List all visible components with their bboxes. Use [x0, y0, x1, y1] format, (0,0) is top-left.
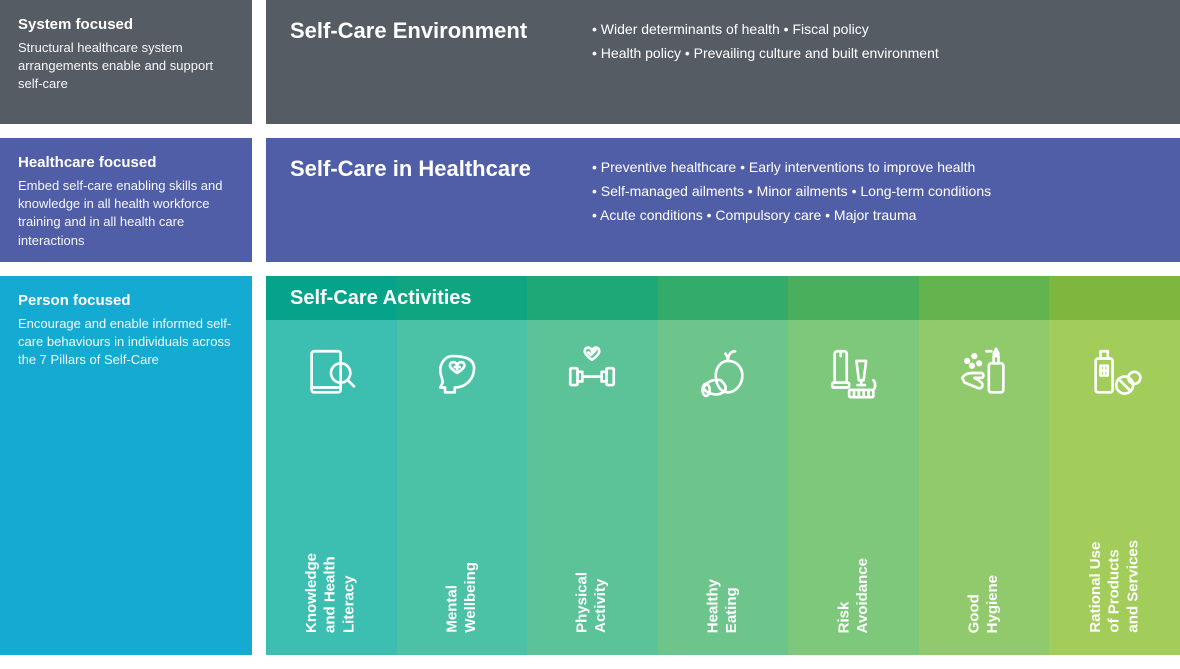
main-bullets: • Preventive healthcare • Early interven… — [592, 156, 991, 227]
main-bullets: • Wider determinants of health • Fiscal … — [592, 18, 939, 66]
pillar-risk: Risk Avoidance — [788, 320, 919, 655]
pillar-products: Rational Use of Products and Services — [1049, 320, 1180, 655]
pillar-eating: Healthy Eating — [658, 320, 789, 655]
products-icon — [1086, 344, 1144, 402]
sidebar-text: Structural healthcare system arrangement… — [18, 39, 234, 94]
pillar-label: Healthy Eating — [704, 413, 742, 633]
main-title: Self-Care Environment — [290, 18, 560, 44]
sidebar-text: Embed self-care enabling skills and know… — [18, 177, 234, 250]
pillar-knowledge: Knowledge and Health Literacy — [266, 320, 397, 655]
sidebar-text: Encourage and enable informed self-care … — [18, 315, 234, 370]
row-person: Person focused Encourage and enable info… — [0, 276, 1180, 655]
pillars-header-cell — [788, 276, 919, 320]
hygiene-icon — [955, 344, 1013, 402]
pillar-mental: Mental Wellbeing — [397, 320, 528, 655]
pillars-title: Self-Care Activities — [266, 276, 472, 320]
sidebar-healthcare: Healthcare focused Embed self-care enabl… — [0, 138, 252, 262]
pillar-label: Rational Use of Products and Services — [1087, 413, 1143, 633]
pillars-header-cell — [658, 276, 789, 320]
sidebar-title: Person focused — [18, 292, 234, 309]
row-system: System focused Structural healthcare sys… — [0, 0, 1180, 124]
sidebar-title: System focused — [18, 16, 234, 33]
pillars-header-cell — [1049, 276, 1180, 320]
mental-icon — [433, 344, 491, 402]
pillars-body: Knowledge and Health Literacy Mental Well… — [266, 320, 1180, 655]
physical-icon — [563, 344, 621, 402]
sidebar-system: System focused Structural healthcare sys… — [0, 0, 252, 124]
main-system: Self-Care Environment • Wider determinan… — [266, 0, 1180, 124]
pillar-label: Physical Activity — [574, 413, 612, 633]
infographic-container: System focused Structural healthcare sys… — [0, 0, 1180, 669]
main-title: Self-Care in Healthcare — [290, 156, 560, 182]
knowledge-icon — [302, 344, 360, 402]
risk-icon — [825, 344, 883, 402]
pillar-label: Knowledge and Health Literacy — [303, 413, 359, 633]
pillars-header-cell — [527, 276, 658, 320]
pillars-header: Self-Care Activities — [266, 276, 1180, 320]
pillars: Self-Care Activities Knowledge and Healt… — [266, 276, 1180, 655]
row-healthcare: Healthcare focused Embed self-care enabl… — [0, 138, 1180, 262]
pillar-label: Mental Wellbeing — [443, 413, 481, 633]
pillar-physical: Physical Activity — [527, 320, 658, 655]
pillar-label: Risk Avoidance — [835, 413, 873, 633]
pillars-header-cell — [919, 276, 1050, 320]
main-healthcare: Self-Care in Healthcare • Preventive hea… — [266, 138, 1180, 262]
sidebar-person: Person focused Encourage and enable info… — [0, 276, 252, 655]
pillar-label: Good Hygiene — [965, 413, 1003, 633]
sidebar-title: Healthcare focused — [18, 154, 234, 171]
pillar-hygiene: Good Hygiene — [919, 320, 1050, 655]
eating-icon — [694, 344, 752, 402]
